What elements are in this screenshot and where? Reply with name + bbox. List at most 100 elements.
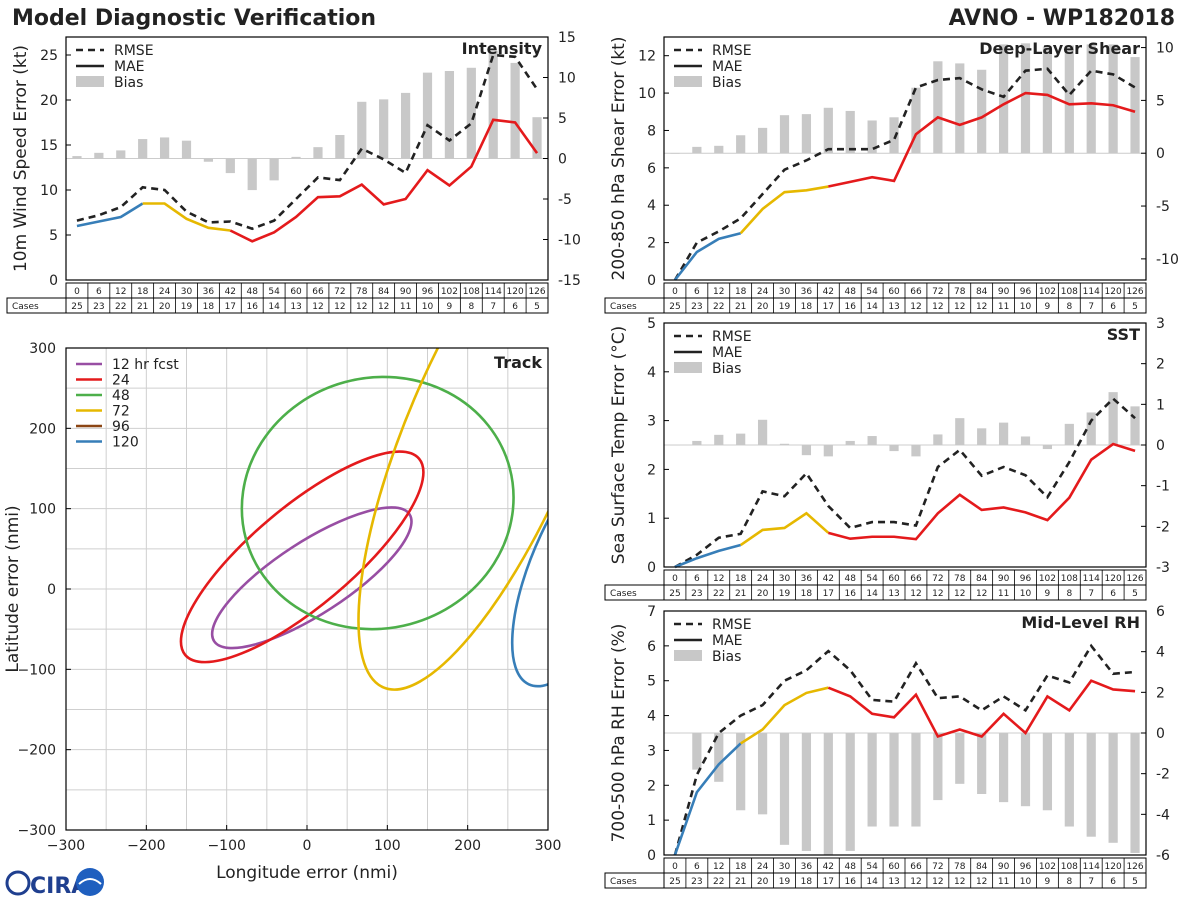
case-count: 5 — [1132, 589, 1138, 599]
case-count: 25 — [669, 302, 680, 312]
hour-label: 102 — [441, 287, 458, 297]
ellipse-group — [179, 348, 548, 691]
case-count: 20 — [159, 302, 171, 312]
case-count: 20 — [757, 877, 769, 887]
bias-tick-label: 1 — [1156, 397, 1165, 413]
legend-label: 48 — [112, 388, 130, 404]
y-tick-label: 12 — [638, 49, 656, 65]
bias-bar — [94, 152, 104, 159]
y-tick-label: 0 — [49, 273, 58, 289]
panel-title: Deep-Layer Shear — [979, 39, 1140, 58]
legend-bias-swatch — [674, 76, 702, 87]
hour-label: 12 — [713, 862, 724, 872]
bias-bar — [977, 733, 987, 794]
case-count: 5 — [534, 302, 540, 312]
bias-bar — [466, 67, 476, 159]
hour-label: 66 — [910, 574, 922, 584]
bias-bar — [845, 440, 855, 445]
bias-tick-label: -6 — [1156, 848, 1170, 864]
cases-row-frame — [604, 872, 1147, 889]
error-ellipse — [240, 375, 515, 631]
case-count: 21 — [735, 302, 746, 312]
y-tick-label: 3 — [647, 743, 656, 759]
bias-bar — [823, 445, 833, 457]
case-count: 9 — [1045, 877, 1051, 887]
hour-label: 6 — [694, 574, 700, 584]
legend-mae-label: MAE — [712, 59, 743, 75]
bias-bar — [670, 445, 680, 446]
case-count: 18 — [801, 877, 813, 887]
mae-line-blue — [673, 232, 742, 281]
bias-bar — [779, 733, 790, 845]
bias-tick-label: 6 — [1156, 604, 1165, 620]
case-count: 25 — [669, 589, 680, 599]
case-count: 12 — [356, 302, 367, 312]
bias-bar — [933, 61, 943, 154]
bias-bar — [867, 733, 877, 827]
y-tick-label: 300 — [29, 341, 56, 357]
bias-bar — [1108, 733, 1118, 843]
hour-label: 18 — [735, 287, 747, 297]
hour-label: 36 — [801, 574, 813, 584]
case-count: 9 — [447, 302, 453, 312]
y-tick-label: 8 — [647, 123, 656, 139]
bias-bar — [714, 733, 724, 782]
case-count: 18 — [801, 302, 813, 312]
case-count: 9 — [1045, 302, 1051, 312]
hour-label: 72 — [932, 862, 943, 872]
case-count: 13 — [888, 589, 899, 599]
case-count: 12 — [932, 589, 943, 599]
bias-bar — [291, 156, 301, 159]
hour-label: 126 — [1126, 574, 1143, 584]
legend-label: 72 — [112, 404, 130, 420]
hour-label: 90 — [998, 287, 1010, 297]
y-tick-label: 15 — [40, 138, 58, 154]
y-axis-label: 10m Wind Speed Error (kt) — [11, 45, 31, 272]
hour-label: 96 — [1020, 574, 1032, 584]
bias-bar — [670, 153, 680, 154]
case-count: 12 — [312, 302, 323, 312]
hour-label: 108 — [1061, 862, 1078, 872]
bias-bar — [670, 733, 680, 734]
bias-bar — [801, 114, 812, 154]
bias-bar — [911, 445, 921, 457]
case-count: 13 — [888, 302, 899, 312]
case-count: 20 — [757, 589, 769, 599]
hour-label: 54 — [866, 862, 878, 872]
mae-line-red — [827, 679, 1136, 739]
hour-label: 84 — [976, 862, 988, 872]
hour-label: 108 — [1061, 287, 1078, 297]
panel-title: Track — [494, 353, 542, 372]
mae-line-red — [828, 91, 1136, 188]
case-count: 8 — [1066, 589, 1072, 599]
bias-bar — [867, 436, 877, 445]
y-axis-label: Latitude error (nmi) — [3, 505, 23, 672]
hour-label: 96 — [422, 287, 434, 297]
hour-label: 78 — [356, 287, 368, 297]
bias-bar — [714, 434, 724, 445]
bias-bar — [1020, 436, 1031, 445]
hour-label: 72 — [932, 574, 943, 584]
bias-bar — [181, 140, 192, 159]
legend-label: 120 — [112, 435, 139, 451]
bias-tick-label: -2 — [1156, 519, 1170, 535]
hour-label: 66 — [910, 287, 922, 297]
case-count: 14 — [268, 302, 280, 312]
case-count: 10 — [422, 302, 434, 312]
hour-label: 48 — [845, 862, 857, 872]
case-count: 13 — [290, 302, 301, 312]
y-tick-label: 1 — [647, 511, 656, 527]
legend-bias-label: Bias — [712, 361, 741, 377]
case-count: 8 — [1066, 302, 1072, 312]
hour-label: 84 — [378, 287, 390, 297]
hour-label: 120 — [1105, 862, 1122, 872]
bias-bar — [1130, 406, 1140, 445]
bias-bar — [1130, 57, 1140, 154]
bias-bar — [955, 733, 965, 784]
y-tick-label: 0 — [47, 582, 56, 598]
case-count: 12 — [378, 302, 389, 312]
hour-label: 24 — [757, 574, 769, 584]
case-count: 19 — [779, 877, 791, 887]
case-count: 12 — [334, 302, 345, 312]
panel-title: SST — [1107, 325, 1140, 344]
